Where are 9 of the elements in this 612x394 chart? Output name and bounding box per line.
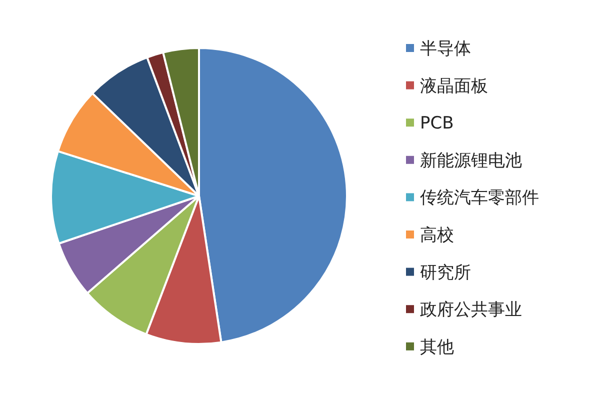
legend-label: 高校 bbox=[420, 226, 454, 246]
legend-label: 传统汽车零部件 bbox=[420, 188, 539, 208]
legend-label: 研究所 bbox=[420, 262, 471, 283]
legend-label: PCB bbox=[420, 114, 454, 134]
legend-label: 液晶面板 bbox=[420, 76, 488, 96]
legend-label: 其他 bbox=[420, 337, 454, 358]
legend-label: 新能源锂电池 bbox=[420, 150, 522, 171]
legend-label: 政府公共事业 bbox=[420, 300, 522, 320]
legend-label: 半导体 bbox=[420, 39, 471, 59]
